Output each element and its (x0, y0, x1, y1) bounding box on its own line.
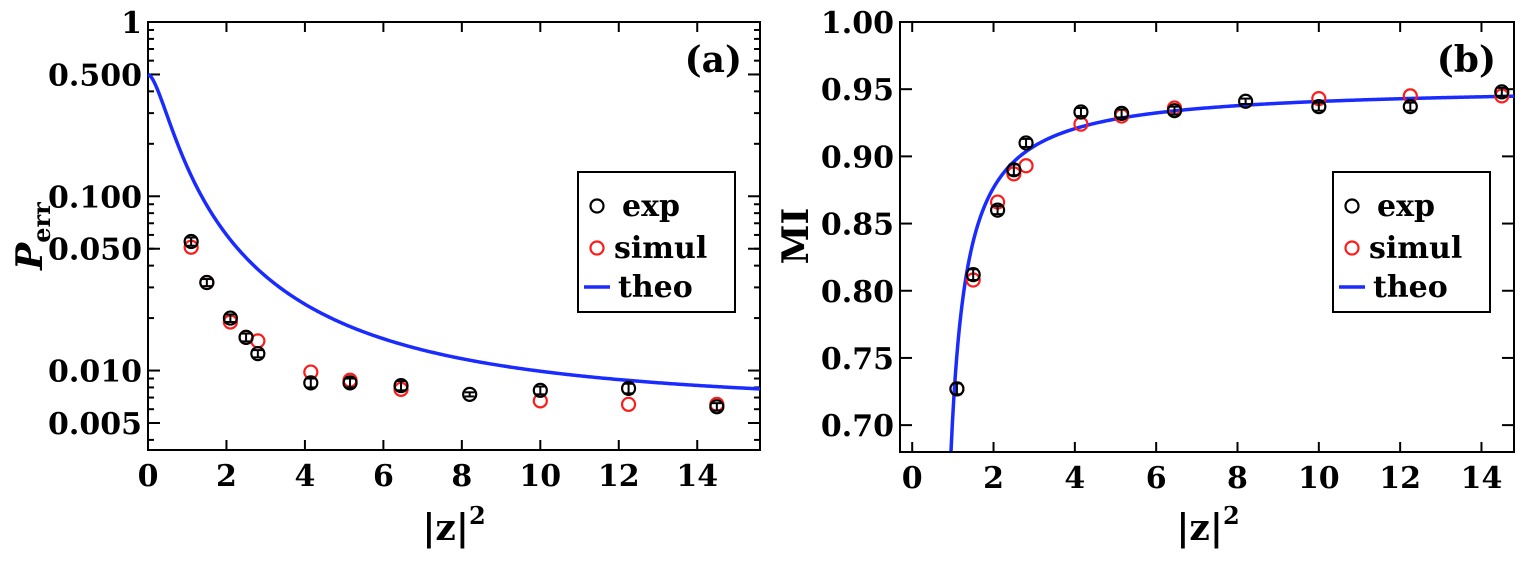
panel-b-exp-point (1494, 84, 1510, 100)
panel-b-legend-exp-label: exp (1377, 189, 1435, 224)
panel-b-x-tick-label: 8 (1227, 461, 1248, 496)
panel-b-exp-point (1166, 103, 1183, 119)
panel-a-theo-group (147, 72, 761, 391)
panel-a-exp-point (199, 274, 215, 291)
panel-a-label: (a) (685, 39, 742, 81)
panel-a-exp-point (222, 310, 238, 326)
panel-a-x-tick-label: 4 (294, 459, 315, 494)
panel-a-y-tick-label: 0.100 (48, 180, 142, 215)
panel-b-legend-simul-marker (1344, 240, 1360, 256)
panel-a-simul-point (620, 396, 637, 412)
panel-b-x-tick-label: 2 (983, 461, 1004, 496)
panel-b-exp-point (1311, 99, 1327, 115)
panel-a-y-tick-label: 0.050 (48, 233, 142, 268)
panel-b-y-tick-label: 0.90 (821, 140, 894, 175)
panel-a-ticks: 0 2 4 6 8 10 12 14 0.005 0.010 0.050 0.100 0.500 1 (48, 6, 760, 494)
panel-a-legend-exp-marker (589, 198, 605, 214)
panel-a-exp-point (462, 386, 478, 402)
panel-a-exp-point (342, 375, 358, 391)
panel-b-x-tick-label: 6 (1146, 461, 1167, 496)
panel-b-points (949, 84, 1510, 397)
panel-a-x-tick-label: 2 (216, 459, 237, 494)
panel-b-exp-point (1402, 99, 1418, 115)
panel-a-x-tick-label: 0 (138, 459, 159, 494)
panel-a-x-tick-label: 14 (676, 459, 718, 494)
panel-b-y-tick-label: 0.75 (821, 342, 894, 377)
panel-a-x-tick-label: 6 (373, 459, 394, 494)
panel-a-ylabel-main: P (9, 242, 51, 271)
panel-a-x-tick-label: 8 (451, 459, 472, 494)
panel-b-label: (b) (1437, 39, 1496, 81)
panel-a-x-tick-label: 12 (598, 459, 640, 494)
panel-b-exp-point (1238, 93, 1254, 109)
panel-a-exp-point (709, 399, 725, 415)
panel-b-legend-theo-label: theo (1373, 270, 1448, 305)
panel-a-legend-exp-label: exp (622, 189, 680, 224)
panel-b-legend-simul-label: simul (1369, 231, 1462, 266)
panel-a-ylabel-sub: err (27, 202, 56, 243)
panel-b-x-tick-label: 14 (1461, 461, 1503, 496)
panel-b-x-tick-label: 4 (1064, 461, 1085, 496)
panel-b-ylabel: MI (775, 208, 817, 265)
panel-a-points (183, 233, 725, 415)
panel-a-xlabel-main: |z| (422, 507, 469, 549)
panel-a: 0 2 4 6 8 10 12 14 0.005 0.010 0.050 0.100 0.500 1 (a… (9, 6, 761, 549)
panel-a-y-tick-label: 0.010 (48, 355, 142, 390)
panel-b-x-tick-label: 10 (1298, 461, 1340, 496)
panel-a-y-tick-label: 0.005 (48, 407, 142, 442)
panel-b-frame (899, 21, 1515, 453)
panel-b-ylabel-group: MI (775, 208, 817, 265)
panel-b-x-tick-label: 12 (1379, 461, 1421, 496)
panel-a-xlabel-sup: 2 (469, 501, 486, 530)
panel-b-theo-curve (949, 94, 1515, 452)
panel-b-xlabel-main: |z| (1176, 507, 1223, 549)
panel-b-ticks: 0 2 4 6 8 10 12 14 0.70 0.75 0.80 0.85 0.90 0.95 1.00 (821, 6, 1514, 496)
panel-a-exp-point (238, 329, 254, 345)
panel-b-xlabel-sup: 2 (1223, 501, 1240, 530)
panel-b-exp-point (1114, 105, 1130, 121)
panel-b-exp-point (965, 267, 981, 283)
panel-a-legend-simul-marker (589, 240, 605, 256)
panel-b-legend-exp-marker (1344, 198, 1360, 214)
panel-a-xlabel: |z|2 (422, 501, 485, 549)
panel-a-frame (147, 21, 761, 451)
panel-a-legend-theo-label: theo (618, 270, 693, 305)
panel-b-y-tick-label: 1.00 (821, 6, 894, 41)
panel-b-exp-point (949, 381, 965, 397)
panel-a-theo-curve (147, 72, 761, 391)
panel-b-y-tick-label: 0.95 (821, 73, 894, 108)
panel-a-legend: exp simul theo (577, 171, 736, 313)
panel-a-ylabel-group: Perr (9, 202, 56, 271)
panel-a-ylabel: Perr (9, 202, 56, 271)
panel-a-y-tick-label: 1 (121, 6, 142, 41)
panel-b-theo-group (949, 94, 1515, 452)
panel-b-exp-point (1018, 135, 1034, 151)
panel-a-exp-point (532, 382, 548, 398)
panel-a-exp-point (303, 375, 319, 391)
panel-a-exp-point (393, 377, 409, 394)
panel-a-legend-simul-label: simul (614, 231, 707, 266)
panel-b-exp-point (1073, 104, 1089, 120)
panel-a-y-tick-label: 0.500 (48, 58, 142, 93)
panel-b-xlabel: |z|2 (1176, 501, 1239, 549)
panel-a-exp-point (183, 233, 199, 250)
panel-b-y-tick-label: 0.80 (821, 275, 894, 310)
panel-b-x-tick-label: 0 (902, 461, 923, 496)
panel-b-legend: exp simul theo (1332, 171, 1491, 313)
panel-a-exp-point (250, 346, 266, 362)
panel-b-exp-point (1006, 162, 1022, 178)
panel-b: 0 2 4 6 8 10 12 140.700.750.800.850.900.951.00 … (775, 6, 1515, 549)
panel-a-x-tick-label: 10 (519, 459, 561, 494)
panel-b-y-tick-label: 0.70 (821, 409, 894, 444)
panel-b-y-tick-label: 0.85 (821, 208, 894, 243)
panel-b-simul-point (1018, 158, 1034, 174)
panel-a-exp-point (620, 380, 637, 396)
panel-b-exp-point (989, 202, 1006, 218)
